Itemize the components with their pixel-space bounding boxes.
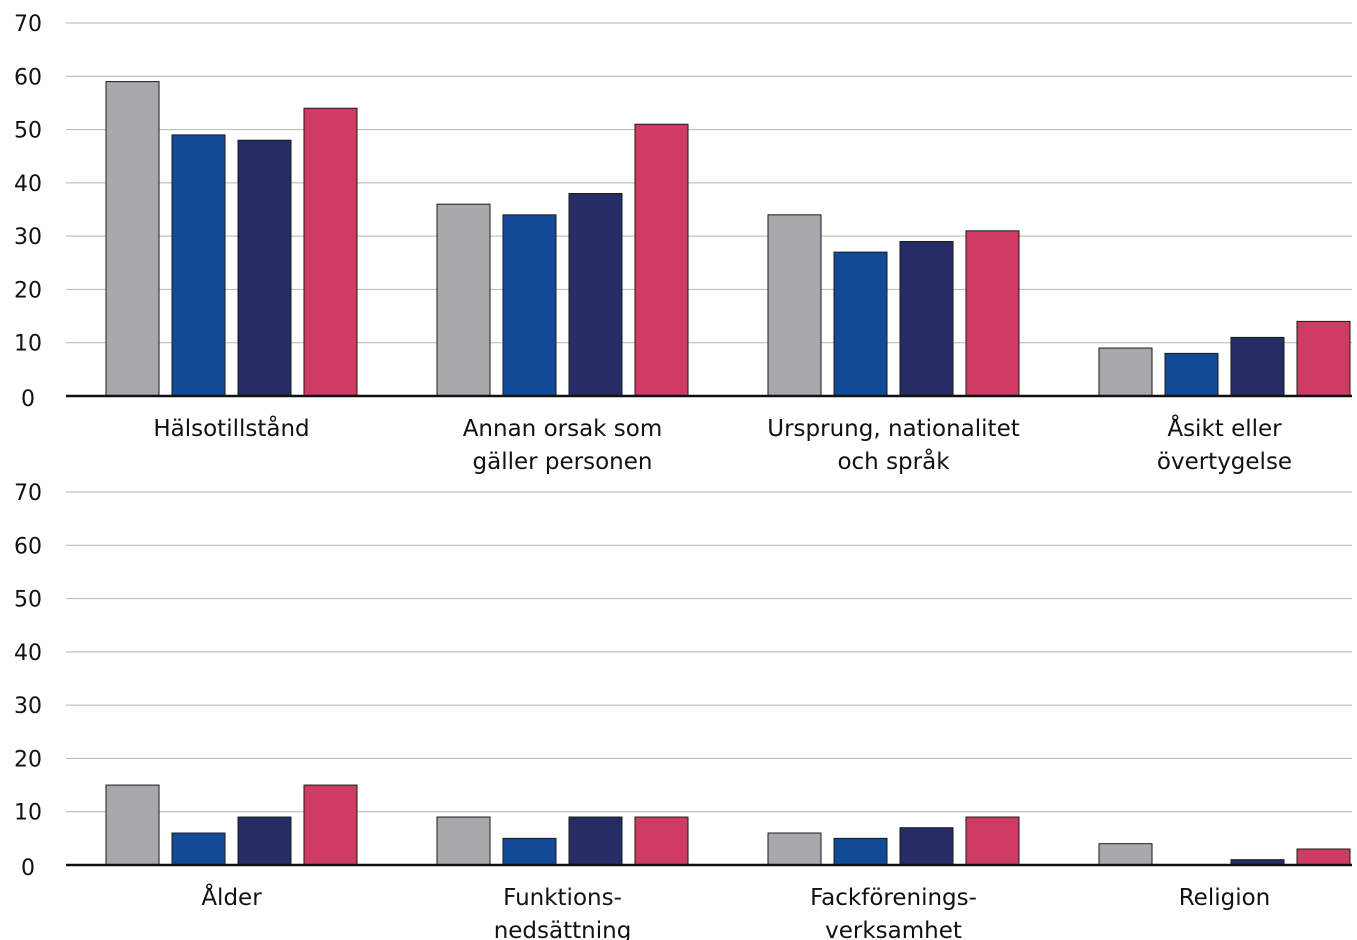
y-tick-label-panel2-60: 60 (14, 534, 42, 559)
bar-panel2-cat1-s4 (303, 784, 358, 866)
bar-panel1-cat1-s4 (303, 107, 358, 397)
bar-panel2-cat1-s3 (237, 816, 292, 866)
category-label-panel1-1: Hälsotillstånd (153, 414, 309, 442)
bar-panel2-cat3-s2 (833, 837, 888, 866)
bar-panel1-cat1-s2 (171, 134, 226, 397)
bar-panel1-cat1-s3 (237, 139, 292, 397)
y-tick-label-panel1-40: 40 (14, 172, 42, 197)
bar-panel2-cat2-s1 (436, 816, 491, 866)
bar-panel2-cat3-s3 (899, 827, 954, 866)
y-tick-label-panel2-40: 40 (14, 641, 42, 666)
bar-panel1-cat4-s1 (1098, 347, 1153, 397)
bar-panel2-cat3-s1 (767, 832, 822, 866)
y-tick-label-panel2-30: 30 (14, 694, 42, 719)
bar-panel1-cat2-s3 (568, 193, 623, 397)
bar-panel1-cat4-s4 (1296, 320, 1351, 397)
category-label-panel1-2: Annan orsak som (463, 416, 663, 442)
bar-panel1-cat3-s1 (767, 214, 822, 397)
y-tick-label-panel1-30: 30 (14, 225, 42, 250)
category-label-panel2-1: Ålder (201, 883, 262, 911)
bar-panel2-cat1-s1 (105, 784, 160, 866)
bar-panel2-cat3-s4 (965, 816, 1020, 866)
bar-panel1-cat3-s3 (899, 240, 954, 397)
bar-panel1-cat2-s1 (436, 203, 491, 397)
bar-panel1-cat3-s2 (833, 251, 888, 397)
y-tick-label-panel1-60: 60 (14, 65, 42, 90)
category-label-panel2-3: verksamhet (825, 918, 962, 940)
category-label-panel2-4: Religion (1179, 885, 1271, 911)
category-label-panel1-2: gäller personen (473, 449, 653, 475)
bar-panel1-cat2-s2 (502, 214, 557, 397)
y-tick-label-panel1-50: 50 (14, 119, 42, 144)
y-tick-label-panel1-10: 10 (14, 332, 42, 357)
bar-panel1-cat2-s4 (634, 123, 689, 397)
y-tick-label-panel2-70: 70 (14, 481, 42, 506)
bar-panel1-cat4-s2 (1164, 352, 1219, 397)
y-tick-label-panel2-0: 0 (21, 856, 35, 881)
y-tick-label-panel1-0: 0 (21, 387, 35, 412)
bar-panel2-cat1-s2 (171, 832, 226, 866)
bar-panel2-cat4-s1 (1098, 843, 1153, 866)
category-label-panel1-3: Ursprung, nationalitet (767, 416, 1020, 442)
bar-panel2-cat2-s2 (502, 837, 557, 866)
category-label-panel2-3: Fackförenings- (810, 885, 977, 911)
y-tick-label-panel2-10: 10 (14, 801, 42, 826)
category-label-panel1-3: och språk (837, 447, 950, 475)
bar-panel1-cat1-s1 (105, 81, 160, 397)
bar-panel2-cat2-s3 (568, 816, 623, 866)
category-label-panel2-2: nedsättning (494, 918, 632, 940)
y-tick-label-panel1-70: 70 (14, 12, 42, 37)
bar-panel2-cat4-s4 (1296, 848, 1351, 866)
bar-panel2-cat2-s4 (634, 816, 689, 866)
y-tick-label-panel2-50: 50 (14, 588, 42, 613)
category-label-panel1-4: Åsikt eller (1167, 414, 1282, 442)
bar-panel1-cat4-s3 (1230, 336, 1285, 397)
y-tick-label-panel2-20: 20 (14, 747, 42, 772)
bar-panel1-cat3-s4 (965, 230, 1020, 397)
y-tick-label-panel1-20: 20 (14, 278, 42, 303)
category-label-panel1-4: övertygelse (1157, 449, 1292, 475)
category-label-panel2-2: Funktions- (503, 885, 622, 911)
